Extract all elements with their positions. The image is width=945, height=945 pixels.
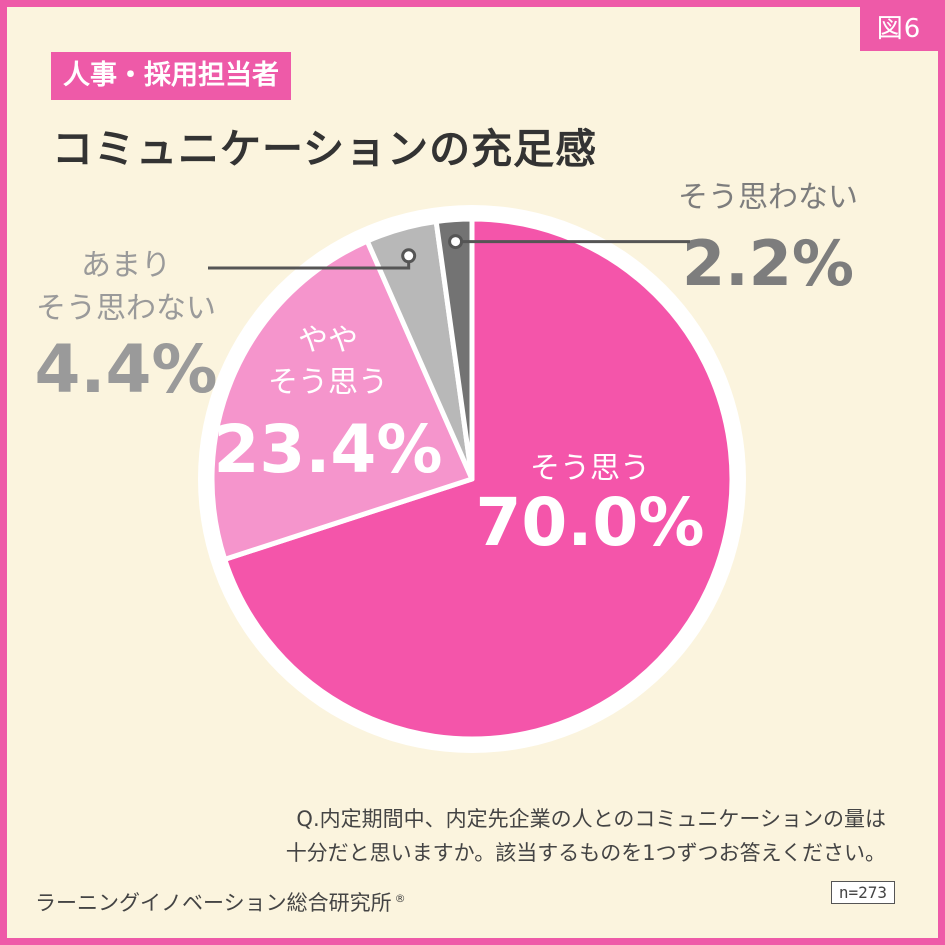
slice-label-2-line-0: あまり	[81, 248, 171, 283]
figure-number-tag: 図6	[860, 7, 938, 51]
registered-mark: ®	[394, 892, 406, 905]
question-line-1: Q.内定期間中、内定先企業の人とのコミュニケーションの量は	[296, 807, 886, 831]
slice-label-1-line-0: やや	[298, 323, 358, 358]
audience-badge: 人事・採用担当者	[51, 52, 291, 100]
question-line-2: 十分だと思いますか。該当するものを1つずつお答えください。	[285, 841, 886, 865]
slice-label-1-line-1: そう思う	[268, 365, 388, 400]
slice-label-2-line-1: そう思わない	[36, 291, 216, 326]
pie-slice-0	[222, 216, 735, 742]
slice-label-0-line-0: そう思う	[530, 451, 650, 486]
slice-value-3: 2.2%	[682, 227, 854, 300]
leader-dot-disagree	[448, 234, 464, 250]
source-credit: ラーニングイノベーション総合研究所 ®	[35, 887, 406, 917]
slice-value-1: 23.4%	[214, 411, 443, 488]
pie-slice-1	[209, 238, 475, 562]
slice-value-0: 70.0%	[476, 484, 705, 561]
figure-frame: 図6 人事・採用担当者 コミュニケーションの充足感 Q.内定期間中、内定先企業の…	[7, 7, 938, 938]
pie-slice-3	[433, 216, 475, 482]
slice-label-3-line-0: そう思わない	[678, 180, 858, 215]
survey-question: Q.内定期間中、内定先企業の人とのコミュニケーションの量は 十分だと思いますか。…	[286, 802, 886, 870]
slice-value-2: 4.4%	[34, 331, 217, 408]
source-name: ラーニングイノベーション総合研究所	[35, 891, 392, 915]
sample-size-box: n=273	[830, 881, 895, 904]
chart-title: コミュニケーションの充足感	[52, 125, 598, 173]
leader-dot-not-really	[401, 248, 417, 264]
